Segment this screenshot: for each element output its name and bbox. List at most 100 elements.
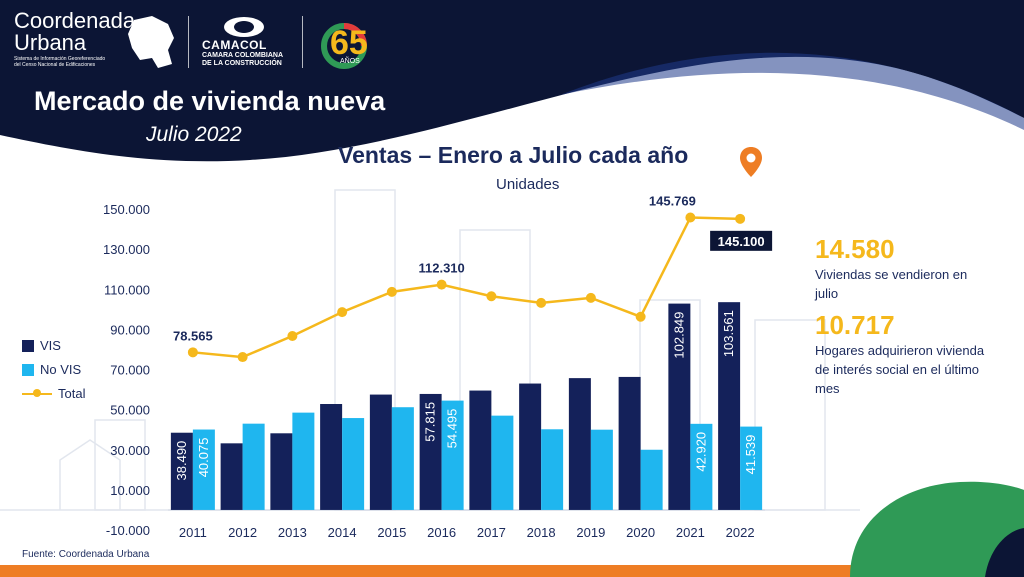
data-label-novis: 54.495 xyxy=(445,409,460,449)
legend-entry-total: Total xyxy=(22,386,85,401)
bar-vis xyxy=(668,303,691,510)
page-subtitle: Julio 2022 xyxy=(146,123,242,146)
bar-novis xyxy=(590,429,613,510)
bar-vis xyxy=(718,302,741,510)
kpi-text-monthly-sales-2: julio xyxy=(815,286,839,301)
bar-novis xyxy=(292,412,315,510)
point-total xyxy=(486,291,497,302)
point-total xyxy=(735,213,746,224)
chart-subtitle: Unidades xyxy=(496,176,560,193)
y-tick-label: 110.000 xyxy=(104,282,150,297)
header-wave-accent xyxy=(560,52,1024,130)
legend-swatch-vis xyxy=(22,339,34,352)
legend-entry-vis: VIS xyxy=(22,338,61,353)
legend-swatch-novis xyxy=(22,363,34,376)
point-total xyxy=(536,297,547,308)
legend-label-novis: No VIS xyxy=(40,362,82,377)
bar-novis xyxy=(441,400,464,510)
point-total xyxy=(635,311,646,322)
source-note: Fuente: Coordenada Urbana xyxy=(22,549,150,560)
bar-vis xyxy=(270,433,293,510)
x-tick-label: 2020 xyxy=(626,525,655,540)
bar-novis xyxy=(541,429,564,510)
point-total xyxy=(237,352,248,363)
point-total xyxy=(287,330,298,341)
data-label-novis: 40.075 xyxy=(196,438,211,478)
data-label-total: 145.100 xyxy=(718,234,765,249)
brand-tagline-line2: del Censo Nacional de Edificaciones xyxy=(14,62,96,68)
navy-corner-shape xyxy=(985,528,1024,577)
camacol-logo-icon xyxy=(224,17,264,37)
kpi-value-monthly-sales: 14.580 xyxy=(815,234,895,264)
y-tick-label: 10.000 xyxy=(110,483,150,498)
bar-vis xyxy=(369,394,392,510)
data-label-total: 112.310 xyxy=(418,261,464,276)
point-total xyxy=(585,292,596,303)
kpi-text-vis-households-1: Hogares adquirieron vivienda xyxy=(815,343,985,358)
bar-novis xyxy=(192,429,215,510)
x-tick-label: 2013 xyxy=(278,525,307,540)
y-tick-label: 70.000 xyxy=(110,363,150,378)
data-label-vis: 57.815 xyxy=(423,402,438,442)
bar-vis xyxy=(419,393,442,510)
y-tick-label: -10.000 xyxy=(106,523,150,538)
data-label-total: 78.565 xyxy=(173,328,213,343)
partner-name: CAMACOL xyxy=(202,38,267,52)
data-label-total: 145.769 xyxy=(649,193,696,208)
legend-entry-novis: No VIS xyxy=(22,362,81,377)
kpi-text-vis-households-3: mes xyxy=(815,381,840,396)
bar-novis xyxy=(242,423,265,510)
x-tick-label: 2012 xyxy=(228,525,257,540)
data-label-novis: 41.539 xyxy=(743,435,758,475)
kpi-text-vis-households-2: de interés social en el último xyxy=(815,362,980,377)
brand-divider-2 xyxy=(302,16,303,68)
green-corner-shape xyxy=(850,481,1024,577)
location-pin-icon xyxy=(740,147,762,177)
x-tick-label: 2011 xyxy=(179,525,207,540)
kpi-value-vis-households: 10.717 xyxy=(815,310,895,340)
y-tick-label: 50.000 xyxy=(110,403,150,418)
bar-novis xyxy=(740,426,763,510)
x-tick-label: 2017 xyxy=(477,525,506,540)
anniversary-text: AÑOS xyxy=(340,58,360,65)
y-tick-label: 30.000 xyxy=(110,443,150,458)
colombia-map-icon xyxy=(128,16,174,68)
anniversary-number: 65 xyxy=(330,24,368,62)
bar-vis xyxy=(568,378,591,510)
bar-vis xyxy=(170,432,193,510)
data-label-vis: 38.490 xyxy=(174,441,189,481)
footer-orange-band xyxy=(0,565,1024,577)
y-tick-label: 150.000 xyxy=(103,202,150,217)
bar-vis xyxy=(320,404,343,510)
y-tick-label: 90.000 xyxy=(110,322,150,337)
point-total xyxy=(685,212,696,223)
partner-sub1: CAMARA COLOMBIANA xyxy=(202,52,284,59)
brand-divider xyxy=(188,16,189,68)
brand-name-line1: Coordenada xyxy=(14,8,136,33)
legend-swatch-total xyxy=(22,388,52,397)
kpi-text-monthly-sales-1: Viviendas se vendieron en xyxy=(815,267,968,282)
point-total xyxy=(337,307,348,318)
data-label-vis: 103.561 xyxy=(721,310,736,357)
bar-novis xyxy=(640,449,663,510)
bar-vis xyxy=(519,383,542,510)
x-tick-label: 2014 xyxy=(328,525,357,540)
brand-tagline-line1: Sistema de Información Georeferenciado xyxy=(14,56,106,62)
chart-title: Ventas – Enero a Julio cada año xyxy=(338,142,689,168)
point-total xyxy=(386,286,397,297)
x-tick-label: 2016 xyxy=(427,525,456,540)
partner-sub2: DE LA CONSTRUCCIÓN xyxy=(202,60,282,67)
bar-novis xyxy=(491,415,514,510)
data-label-box-total xyxy=(710,230,773,251)
x-tick-label: 2022 xyxy=(726,525,755,540)
y-tick-label: 130.000 xyxy=(103,242,150,257)
bar-vis xyxy=(618,376,641,510)
x-tick-label: 2019 xyxy=(576,525,605,540)
bar-novis xyxy=(391,407,414,510)
point-total xyxy=(187,347,198,358)
bar-vis xyxy=(469,390,492,510)
anniversary-ring-icon xyxy=(321,23,367,69)
